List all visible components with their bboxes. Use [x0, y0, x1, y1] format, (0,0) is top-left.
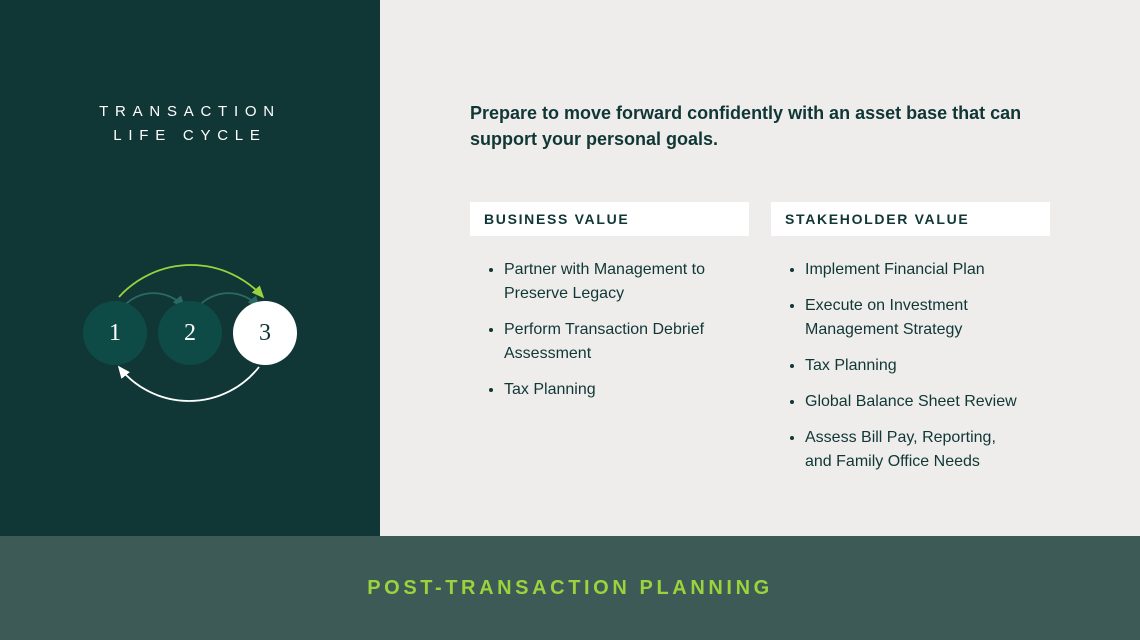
column-list: Implement Financial Plan Execute on Inves… [771, 236, 1050, 496]
page-container: TRANSACTION LIFE CYCLE 1 2 3 Prepare to mo… [0, 0, 1140, 640]
value-column: BUSINESS VALUE Partner with Management to… [470, 202, 749, 496]
sidebar: TRANSACTION LIFE CYCLE 1 2 3 [0, 0, 380, 536]
list-item: Execute on Investment Management Strateg… [805, 294, 1040, 342]
lifecycle-diagram: 1 2 3 [60, 188, 320, 448]
intro-text: Prepare to move forward confidently with… [470, 100, 1050, 152]
sidebar-title-line2: LIFE CYCLE [113, 127, 266, 144]
footer-title: POST-TRANSACTION PLANNING [367, 577, 773, 600]
column-list: Partner with Management to Preserve Lega… [470, 236, 749, 424]
column-header: BUSINESS VALUE [470, 202, 749, 236]
sidebar-title: TRANSACTION LIFE CYCLE [99, 100, 281, 148]
column-header: STAKEHOLDER VALUE [771, 202, 1050, 236]
top-section: TRANSACTION LIFE CYCLE 1 2 3 Prepare to mo… [0, 0, 1140, 536]
list-item: Global Balance Sheet Review [805, 390, 1040, 414]
list-item: Tax Planning [805, 354, 1040, 378]
list-item: Perform Transaction Debrief Assessment [504, 318, 739, 366]
footer: POST-TRANSACTION PLANNING [0, 536, 1140, 640]
value-columns: BUSINESS VALUE Partner with Management to… [470, 202, 1050, 496]
outer-arc [119, 265, 263, 297]
step-label-3: 3 [259, 320, 271, 346]
list-item: Tax Planning [504, 378, 739, 402]
list-item: Assess Bill Pay, Reporting, and Family O… [805, 426, 1040, 474]
value-column: STAKEHOLDER VALUEImplement Financial Pla… [771, 202, 1050, 496]
main-content: Prepare to move forward confidently with… [380, 0, 1140, 536]
list-item: Implement Financial Plan [805, 258, 1040, 282]
sidebar-title-line1: TRANSACTION [99, 103, 281, 120]
step-label-2: 2 [184, 320, 196, 346]
step-label-1: 1 [109, 320, 121, 346]
list-item: Partner with Management to Preserve Lega… [504, 258, 739, 306]
return-arc [119, 367, 259, 401]
